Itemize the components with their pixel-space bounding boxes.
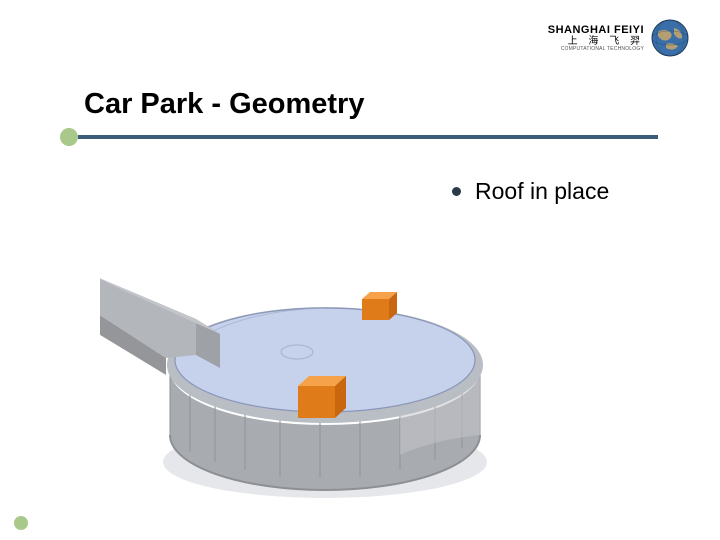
underline-bar [78,135,658,139]
corner-accent-dot-icon [14,516,28,530]
brand-logo: SHANGHAI FEIYI 上 海 飞 羿 COMPUTATIONAL TEC… [548,18,690,58]
bullet-dot-icon [452,187,461,196]
carpark-render [100,200,500,520]
brand-english: SHANGHAI FEIYI [548,24,644,36]
accent-dot-icon [60,128,78,146]
brand-text: SHANGHAI FEIYI 上 海 飞 羿 COMPUTATIONAL TEC… [548,24,644,53]
globe-icon [650,18,690,58]
brand-sub: COMPUTATIONAL TECHNOLOGY [561,47,644,53]
vent-cube-front [298,376,346,418]
vent-cube-back [362,292,397,320]
slide-title: Car Park - Geometry [84,88,364,121]
title-underline [60,128,660,144]
